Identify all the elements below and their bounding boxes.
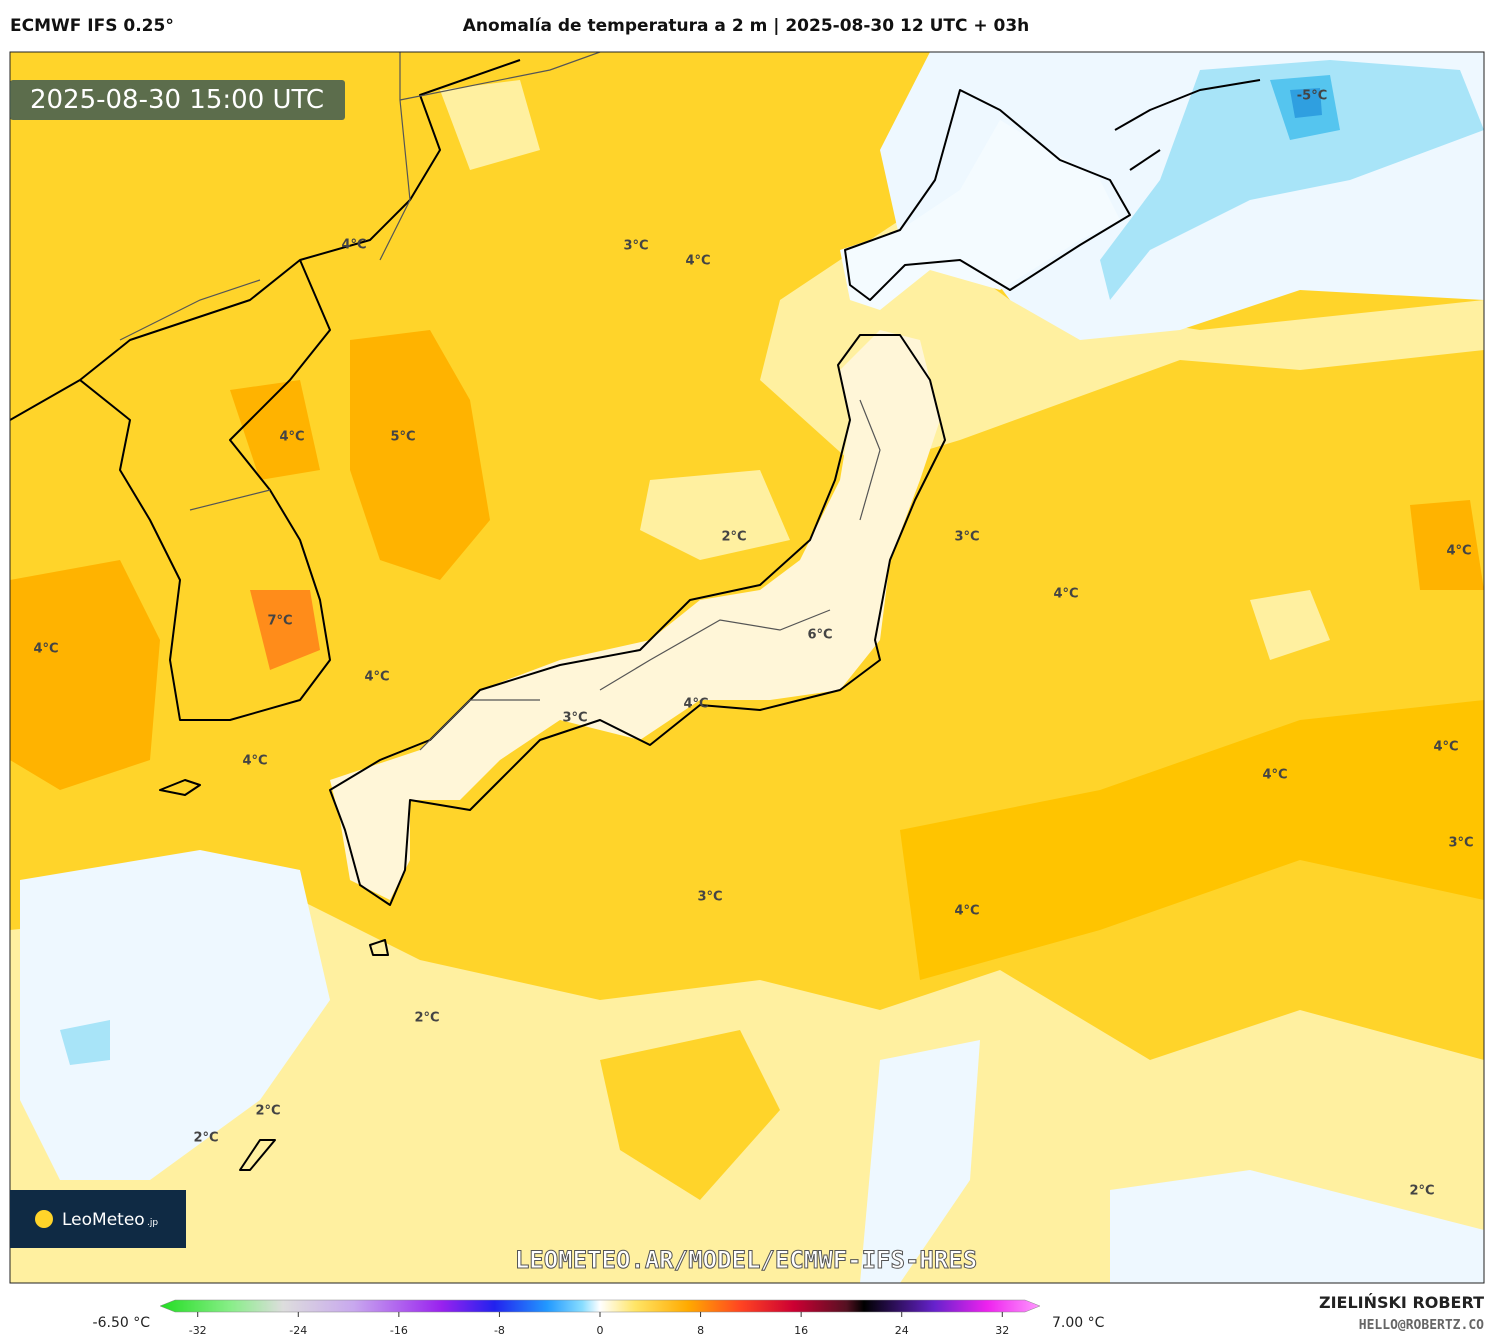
contour-label: 4°C [1433,740,1458,755]
anomaly-zone [1410,500,1484,590]
anomaly-zone [900,700,1484,980]
land [840,120,1120,310]
coastline [10,59,521,721]
map-title: Anomalía de temperatura a 2 m | 2025-08-… [463,16,1030,36]
model-name: ECMWF IFS 0.25° [10,16,174,36]
colorbar-tick-label: -32 [189,1324,207,1337]
contour-label: 2°C [1409,1184,1434,1199]
colorbar-tick-label: 24 [895,1324,909,1337]
anomaly-zone [860,1040,980,1283]
anomaly-zone [1290,88,1322,118]
contour-label: 3°C [623,239,648,254]
max-label: 7.00 °C [1052,1315,1105,1331]
contour-label: 4°C [1446,544,1471,559]
email: HELLO@ROBERTZ.CO [1359,1318,1484,1333]
contour-label: 3°C [562,711,587,726]
logo-sun [35,1210,53,1228]
logo-suffix: .jp [147,1218,158,1228]
contour-label: 2°C [255,1104,280,1119]
coastline [159,779,389,1171]
anomaly-zone [640,470,790,560]
colorbar-tick-label: 16 [794,1324,808,1337]
coastline [844,89,1131,301]
min-label: -6.50 °C [93,1315,151,1331]
border [399,52,601,101]
contour-label: 4°C [341,238,366,253]
author: ZIELIŃSKI ROBERT [1319,1293,1484,1312]
colorbar-ramp [159,1299,1041,1313]
anomaly-zone [20,850,330,1180]
anomaly-zone [600,1030,780,1200]
contour-label: 3°C [1448,836,1473,851]
anomaly-zone [1100,60,1484,300]
contour-label: 5°C [390,430,415,445]
anomaly-zone [760,220,1484,470]
contour-label: 2°C [193,1131,218,1146]
logo: LeoMeteo [62,1210,145,1230]
timestamp: 2025-08-30 15:00 UTC [30,85,324,115]
colorbar: -6.50 °C 7.00 °C -32 -24 -16 -8 0 8 16 24 32 [93,1299,1105,1337]
contour-label: 7°C [267,614,292,629]
contour-label: 4°C [1262,768,1287,783]
contour-label: 4°C [33,642,58,657]
timestamp-box [10,80,345,120]
contour-label: 6°C [807,628,832,643]
contour-label: 3°C [697,890,722,905]
anomaly-zone [1250,590,1330,660]
colorbar-tick-label: -16 [390,1324,408,1337]
border [119,52,881,751]
anomaly-zone [10,560,160,790]
anomaly-zone [230,380,320,480]
land [330,330,940,900]
contour-labels: -5°C 4°C 3°C 4°C 4°C 5°C 2°C 3°C 4°C 4°C 7°C 6°C 4°C… [33,89,1473,1199]
anomaly-zone [250,590,320,670]
colorbar-tick-label: 0 [597,1324,604,1337]
colorbar-tick-label: 32 [995,1324,1009,1337]
contour-label: 4°C [364,670,389,685]
contour-label: 3°C [954,530,979,545]
watermark: LEOMETEO.AR/MODEL/ECMWF-IFS-HRES [515,1246,977,1274]
contour-label: 2°C [721,530,746,545]
coastline [1114,79,1261,171]
anomaly-zone [1110,1170,1484,1283]
coastline [329,334,946,906]
contour-label: 4°C [685,254,710,269]
map: -5°C 4°C 3°C 4°C 4°C 5°C 2°C 3°C 4°C 4°C 7°C 6°C 4°C… [10,52,1484,1283]
contour-label: 4°C [279,430,304,445]
contour-label: 4°C [242,754,267,769]
anomaly-zone [60,1020,110,1065]
anomaly-zone [350,330,490,580]
contour-label: 4°C [1053,587,1078,602]
contour-label: 4°C [683,697,708,712]
contour-label: -5°C [1297,89,1327,104]
contour-label: 2°C [414,1011,439,1026]
colorbar-tick-label: 8 [697,1324,704,1337]
contour-label: 4°C [954,904,979,919]
colorbar-tick-label: -8 [494,1324,505,1337]
colorbar-tick-label: -24 [289,1324,307,1337]
anomaly-zone [440,80,540,170]
map-frame [9,51,1485,1284]
